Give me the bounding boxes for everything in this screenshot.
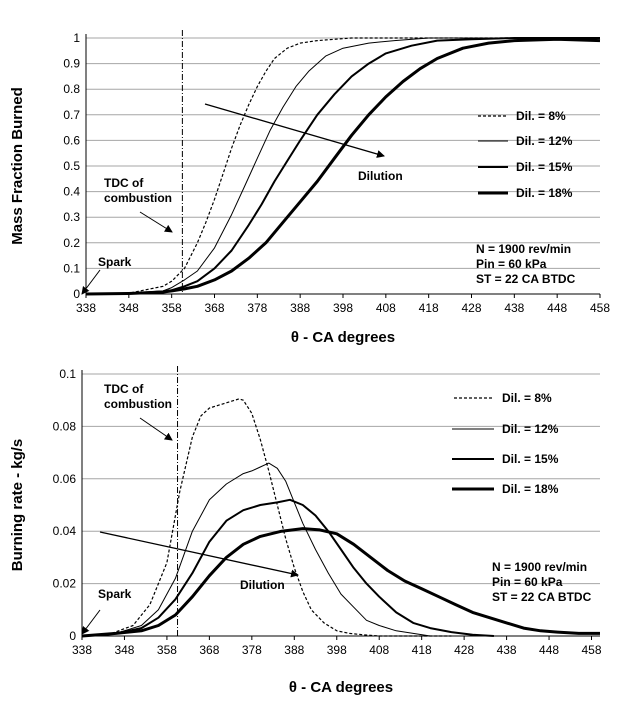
tdc-arrow (139, 417, 173, 441)
x-tick-label: 368 (204, 301, 224, 315)
dilution-arrow (99, 531, 299, 578)
x-tick-label: 428 (461, 301, 481, 315)
y-axis-label: Burning rate - kg/s (9, 439, 26, 572)
tdc-label: combustion (104, 191, 172, 205)
x-tick-label: 388 (284, 643, 304, 657)
x-tick-label: 418 (419, 301, 439, 315)
x-tick-label: 448 (547, 301, 567, 315)
y-tick-label: 0.7 (63, 108, 80, 122)
y-tick-label: 0.08 (53, 419, 77, 433)
x-tick-label: 398 (333, 301, 353, 315)
series-line (81, 498, 494, 637)
y-axis-label: Mass Fraction Burned (9, 87, 26, 245)
tdc-arrow (139, 211, 173, 233)
x-tick-label: 408 (376, 301, 396, 315)
x-tick-label: 408 (369, 643, 389, 657)
x-tick-label: 428 (454, 643, 474, 657)
y-tick-label: 0.02 (53, 577, 77, 591)
x-tick-label: 348 (119, 301, 139, 315)
x-tick-label: 398 (327, 643, 347, 657)
y-tick-label: 1 (73, 31, 80, 45)
x-tick-label: 358 (162, 301, 182, 315)
y-tick-label: 0.04 (53, 524, 77, 538)
x-tick-label: 438 (497, 643, 517, 657)
x-tick-label: 338 (76, 301, 96, 315)
spark-arrow (81, 269, 101, 295)
series-line (85, 37, 600, 295)
condition-label: N = 1900 rev/min (476, 242, 571, 256)
series-line (81, 398, 452, 637)
x-tick-label: 348 (114, 643, 134, 657)
spark-label: Spark (98, 587, 132, 601)
y-tick-label: 0.3 (63, 210, 80, 224)
series-line (81, 462, 452, 637)
legend-label: Dil. = 12% (516, 134, 573, 148)
x-tick-label: 438 (504, 301, 524, 315)
y-tick-label: 0.4 (63, 185, 80, 199)
y-tick-label: 0.1 (59, 367, 76, 381)
series-line (85, 37, 600, 295)
y-tick-label: 0.2 (63, 236, 80, 250)
y-tick-label: 0.06 (53, 472, 77, 486)
x-tick-label: 448 (539, 643, 559, 657)
x-tick-label: 378 (247, 301, 267, 315)
legend-label: Dil. = 18% (502, 482, 559, 496)
series-line (85, 37, 600, 295)
condition-label: Pin = 60 kPa (476, 257, 547, 271)
dilution-label: Dilution (240, 578, 285, 592)
y-tick-label: 0.6 (63, 133, 80, 147)
tdc-label: TDC of (104, 382, 144, 396)
series-line (85, 37, 601, 296)
condition-label: ST = 22 CA BTDC (492, 590, 592, 604)
x-tick-label: 458 (581, 643, 601, 657)
x-tick-label: 368 (199, 643, 219, 657)
x-tick-label: 418 (412, 643, 432, 657)
series-line (81, 527, 600, 638)
y-tick-label: 0.8 (63, 82, 80, 96)
x-axis-label: θ - CA degrees (291, 329, 395, 346)
tdc-label: combustion (104, 397, 172, 411)
y-tick-label: 0 (69, 629, 76, 643)
legend-label: Dil. = 12% (502, 422, 559, 436)
x-tick-label: 378 (242, 643, 262, 657)
x-tick-label: 458 (590, 301, 610, 315)
legend-label: Dil. = 8% (502, 391, 552, 405)
dilution-arrow (204, 103, 385, 158)
y-tick-label: 0.1 (63, 261, 80, 275)
x-tick-label: 338 (72, 643, 92, 657)
tdc-label: TDC of (104, 176, 144, 190)
condition-label: N = 1900 rev/min (492, 560, 587, 574)
y-tick-label: 0.5 (63, 159, 80, 173)
legend-label: Dil. = 15% (502, 452, 559, 466)
x-tick-label: 388 (290, 301, 310, 315)
legend-label: Dil. = 15% (516, 160, 573, 174)
legend-label: Dil. = 18% (516, 186, 573, 200)
legend-label: Dil. = 8% (516, 109, 566, 123)
y-tick-label: 0.9 (63, 57, 80, 71)
y-tick-label: 0 (73, 287, 80, 301)
dilution-label: Dilution (358, 169, 403, 183)
spark-arrow (81, 609, 101, 635)
spark-label: Spark (98, 255, 132, 269)
condition-label: Pin = 60 kPa (492, 575, 563, 589)
condition-label: ST = 22 CA BTDC (476, 272, 576, 286)
x-axis-label: θ - CA degrees (289, 679, 393, 696)
x-tick-label: 358 (157, 643, 177, 657)
